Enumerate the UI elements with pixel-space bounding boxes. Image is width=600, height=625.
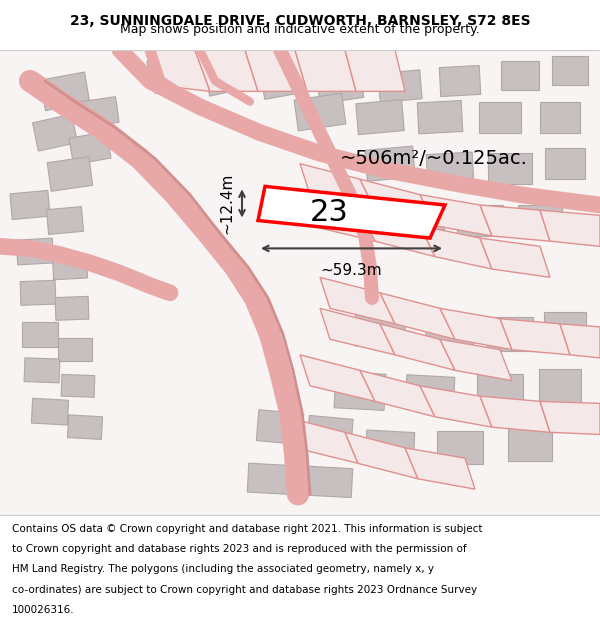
Bar: [539, 369, 581, 403]
Polygon shape: [540, 210, 600, 246]
Bar: [307, 466, 353, 498]
Polygon shape: [295, 50, 356, 91]
Bar: [40, 72, 90, 111]
Text: 23: 23: [310, 198, 349, 227]
Bar: [22, 322, 58, 347]
Bar: [32, 114, 77, 151]
Bar: [247, 463, 293, 494]
Polygon shape: [480, 238, 550, 278]
Polygon shape: [420, 194, 492, 236]
Bar: [501, 61, 539, 90]
Bar: [10, 191, 50, 219]
Bar: [67, 415, 103, 439]
Polygon shape: [360, 210, 435, 257]
Text: ~506m²/~0.125ac.: ~506m²/~0.125ac.: [340, 149, 528, 168]
Polygon shape: [345, 50, 405, 91]
Polygon shape: [440, 339, 512, 381]
Bar: [334, 372, 386, 411]
Bar: [437, 431, 483, 464]
Bar: [395, 199, 445, 232]
Polygon shape: [245, 50, 307, 91]
Polygon shape: [300, 164, 375, 210]
Bar: [477, 374, 523, 408]
Polygon shape: [145, 50, 210, 91]
Bar: [20, 281, 56, 306]
Polygon shape: [480, 205, 550, 241]
Bar: [365, 430, 415, 466]
Bar: [417, 101, 463, 134]
Polygon shape: [360, 179, 435, 226]
Text: Contains OS data © Crown copyright and database right 2021. This information is : Contains OS data © Crown copyright and d…: [12, 524, 482, 534]
Bar: [479, 102, 521, 132]
Bar: [487, 317, 533, 351]
Polygon shape: [320, 278, 395, 324]
Bar: [378, 70, 422, 102]
Polygon shape: [560, 324, 600, 358]
Polygon shape: [540, 401, 600, 434]
Bar: [58, 338, 92, 361]
Text: 23, SUNNINGDALE DRIVE, CUDWORTH, BARNSLEY, S72 8ES: 23, SUNNINGDALE DRIVE, CUDWORTH, BARNSLE…: [70, 14, 530, 28]
Polygon shape: [258, 186, 445, 238]
Text: HM Land Registry. The polygons (including the associated geometry, namely x, y: HM Land Registry. The polygons (includin…: [12, 564, 434, 574]
Bar: [307, 416, 353, 449]
Bar: [457, 205, 503, 236]
Bar: [47, 157, 93, 191]
Bar: [354, 309, 406, 348]
Bar: [488, 153, 532, 184]
Text: Map shows position and indicative extent of the property.: Map shows position and indicative extent…: [120, 23, 480, 36]
Polygon shape: [345, 432, 418, 479]
Text: co-ordinates) are subject to Crown copyright and database rights 2023 Ordnance S: co-ordinates) are subject to Crown copyr…: [12, 585, 477, 595]
Bar: [426, 152, 474, 186]
Polygon shape: [285, 417, 358, 463]
Bar: [55, 296, 89, 320]
Bar: [545, 148, 585, 179]
Bar: [31, 398, 68, 425]
Bar: [552, 56, 588, 85]
Bar: [24, 358, 60, 383]
Bar: [16, 238, 53, 265]
Text: 100026316.: 100026316.: [12, 605, 74, 615]
Bar: [425, 316, 475, 352]
Polygon shape: [380, 293, 455, 339]
Bar: [47, 207, 83, 234]
Bar: [508, 428, 552, 461]
Polygon shape: [300, 194, 375, 241]
Polygon shape: [405, 448, 475, 489]
Bar: [260, 62, 310, 99]
Text: to Crown copyright and database rights 2023 and is reproduced with the permissio: to Crown copyright and database rights 2…: [12, 544, 467, 554]
Bar: [147, 48, 203, 93]
Bar: [61, 374, 95, 398]
Bar: [518, 205, 562, 236]
Bar: [316, 69, 364, 104]
Bar: [294, 93, 346, 131]
Bar: [439, 66, 481, 96]
Bar: [405, 375, 455, 411]
Polygon shape: [420, 386, 492, 427]
Polygon shape: [420, 226, 492, 269]
Polygon shape: [500, 319, 570, 355]
Polygon shape: [380, 324, 455, 371]
Polygon shape: [195, 50, 258, 91]
Polygon shape: [320, 308, 395, 355]
Bar: [52, 254, 88, 280]
Bar: [69, 131, 111, 165]
Polygon shape: [440, 308, 512, 349]
Polygon shape: [480, 396, 550, 432]
Bar: [540, 102, 580, 132]
Text: ~12.4m: ~12.4m: [219, 173, 234, 234]
Bar: [81, 97, 119, 128]
Text: ~59.3m: ~59.3m: [320, 263, 382, 278]
Bar: [544, 312, 586, 346]
Bar: [203, 56, 257, 96]
Polygon shape: [300, 355, 375, 401]
Bar: [356, 99, 404, 134]
Bar: [256, 410, 304, 444]
Bar: [365, 146, 415, 181]
Polygon shape: [360, 371, 435, 417]
